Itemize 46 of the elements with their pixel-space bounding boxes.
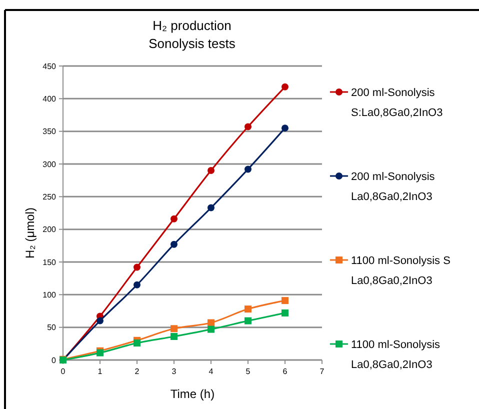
- point: [208, 326, 214, 333]
- point: [208, 319, 214, 326]
- x-tick-label: 7: [320, 367, 325, 376]
- point: [96, 317, 104, 324]
- legend-label: 1100 ml-Sonolysis S La0,8Ga0,2InO3: [351, 254, 450, 287]
- x-tick-label: 6: [282, 367, 288, 376]
- point: [208, 167, 214, 174]
- x-tick-label: 0: [60, 367, 66, 376]
- point: [244, 166, 252, 173]
- x-tick-label: 1: [98, 367, 103, 376]
- y-tick-label: 400: [42, 94, 57, 104]
- point: [170, 240, 178, 248]
- legend-label: 200 ml-Sonolysis S:La0,8Ga0,2InO3: [351, 86, 443, 119]
- point: [208, 204, 214, 212]
- y-tick-label: 350: [42, 127, 57, 136]
- point: [170, 332, 178, 340]
- y-tick-label: 450: [42, 62, 57, 71]
- point: [134, 264, 140, 271]
- point: [282, 83, 288, 90]
- y-tick-label: 0: [52, 356, 57, 365]
- x-axis-title: Time (h): [170, 387, 215, 401]
- point: [244, 306, 252, 313]
- legend-label: 200 ml-Sonolysis La0,8Ga0,2InO3: [351, 170, 436, 203]
- chart-title: H₂ production: [152, 18, 232, 33]
- x-tick-label: 3: [172, 367, 177, 376]
- point: [282, 124, 288, 132]
- x-tick-label: 4: [208, 367, 214, 376]
- y-tick-label: 200: [42, 225, 57, 234]
- point: [244, 123, 252, 130]
- y-tick-label: 150: [42, 258, 57, 267]
- point: [170, 325, 178, 332]
- y-tick-label: 100: [42, 290, 57, 300]
- point: [244, 317, 252, 324]
- legend-label: 1100 ml-Sonolysis La0,8Ga0,2InO3: [351, 338, 441, 371]
- point: [134, 281, 140, 288]
- y-axis-title: H₂ (μmol): [23, 208, 37, 258]
- x-tick-label: 2: [134, 367, 140, 376]
- point: [282, 297, 288, 304]
- point: [282, 309, 288, 316]
- point: [134, 340, 140, 347]
- y-tick-label: 250: [42, 192, 57, 202]
- y-tick-label: 50: [47, 323, 57, 332]
- y-tick-label: 300: [42, 160, 57, 169]
- x-tick-label: 5: [246, 367, 251, 376]
- point: [170, 215, 178, 222]
- chart-subtitle: Sonolysis tests: [148, 36, 236, 51]
